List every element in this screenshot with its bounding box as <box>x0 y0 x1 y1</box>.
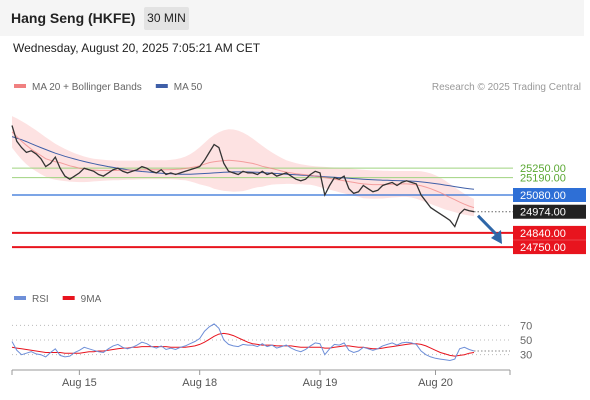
instrument-title: Hang Seng (HKFE) <box>11 10 136 26</box>
rsi-legend-label-1: 9MA <box>81 294 102 305</box>
rsi-legend-label-0: RSI <box>32 294 49 305</box>
resistance-label-1: 25190.00 <box>520 173 566 185</box>
legend-swatch-1 <box>155 84 168 88</box>
rsi-ma-line <box>11 332 475 357</box>
legend-label-0: MA 20 + Bollinger Bands <box>32 82 142 93</box>
x-tick-label-1: Aug 18 <box>182 377 217 389</box>
x-tick-label-2: Aug 19 <box>303 377 338 389</box>
support-label-4: 24840.00 <box>520 228 566 240</box>
resistance-label-0: 25250.00 <box>520 163 566 175</box>
header-bar <box>0 0 584 36</box>
bollinger-band-area <box>12 116 474 217</box>
legend-label-1: MA 50 <box>174 82 203 93</box>
rsi-tick-0: 70 <box>520 320 532 332</box>
support-label-5: 24750.00 <box>520 242 566 254</box>
rsi-legend: RSI 9MA <box>14 294 102 305</box>
pivot-label-2: 25080.00 <box>520 190 566 202</box>
x-tick-label-3: Aug 20 <box>418 377 453 389</box>
price-legend: MA 20 + Bollinger Bands MA 50 <box>14 82 203 93</box>
last-label-box-3 <box>513 204 586 219</box>
x-axis: Aug 15 Aug 18 Aug 19 Aug 20 <box>11 369 511 389</box>
support-label-box-5 <box>513 240 586 255</box>
forecast-arrow-shaft <box>476 214 498 236</box>
rsi-legend-swatch-1 <box>62 296 75 300</box>
legend-swatch-0 <box>14 84 26 88</box>
forecast-arrow-head <box>491 230 502 245</box>
price-panel <box>11 116 513 249</box>
rsi-line <box>11 323 475 362</box>
rsi-legend-swatch-0 <box>14 296 26 300</box>
last-label-3: 24974.00 <box>520 207 566 219</box>
datetime-label: Wednesday, August 20, 2025 7:05:21 AM CE… <box>13 41 261 55</box>
timeframe-button[interactable]: 30 MIN <box>144 7 189 30</box>
pivot-label-box-2 <box>513 188 586 202</box>
rsi-tick-1: 50 <box>520 335 532 347</box>
source-credit: Research © 2025 Trading Central <box>432 82 581 93</box>
support-label-box-4 <box>513 225 586 240</box>
rsi-tick-2: 30 <box>520 350 532 362</box>
x-tick-label-0: Aug 15 <box>62 377 97 389</box>
price-line <box>11 125 475 228</box>
rsi-panel: 70 50 30 <box>11 320 532 362</box>
